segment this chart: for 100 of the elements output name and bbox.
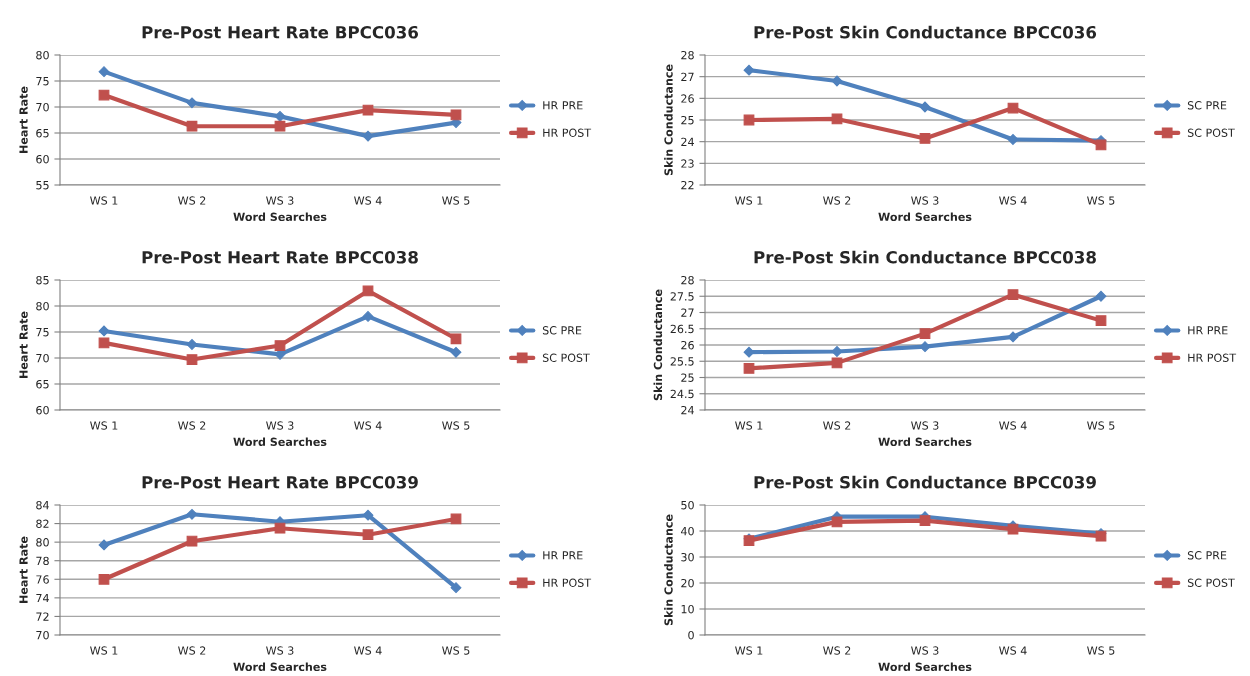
point	[274, 522, 286, 534]
point	[919, 101, 931, 113]
x-tick-label: WS 2	[178, 646, 206, 655]
point	[98, 573, 110, 585]
chart-title: Pre-Post Skin Conductance BPCC038	[754, 250, 1096, 264]
point	[450, 333, 462, 345]
y-axis-title: Heart Rate	[19, 86, 28, 153]
point	[186, 97, 198, 109]
x-tick-label: WS 4	[354, 421, 382, 430]
point	[98, 66, 110, 78]
y-tick-label: 80	[36, 50, 49, 60]
point	[919, 328, 931, 340]
x-tick-label: WS 5	[1087, 421, 1115, 430]
y-tick-label: 60	[36, 154, 49, 164]
point	[186, 354, 198, 365]
y-tick-label: 24.5	[670, 389, 694, 399]
point	[274, 110, 286, 122]
x-tick-label: WS 2	[178, 421, 206, 430]
point	[1007, 331, 1019, 343]
point	[186, 120, 198, 132]
y-axis-title: Heart Rate	[19, 536, 28, 603]
point	[98, 325, 110, 337]
y-tick-label: 74	[36, 593, 49, 603]
x-tick-label: WS 4	[999, 646, 1027, 655]
y-tick-label: 85	[36, 275, 49, 285]
point	[362, 310, 374, 322]
x-tick-label: WS 5	[442, 646, 470, 655]
y-tick-label: 23	[681, 159, 694, 168]
x-tick-label: WS 4	[999, 421, 1027, 430]
chart-title: Pre-Post Heart Rate BPCC036	[142, 25, 419, 39]
legend-label: HR POST	[1188, 353, 1237, 362]
point	[450, 582, 462, 594]
point	[450, 109, 462, 121]
point	[186, 535, 198, 547]
chart-title: Pre-Post Skin Conductance BPCC036	[754, 25, 1097, 39]
y-tick-label: 80	[36, 301, 49, 311]
x-tick-label: WS 5	[1087, 646, 1115, 655]
legend-label: SC POST	[542, 353, 590, 362]
chart-title: Pre-Post Skin Conductance BPCC039	[754, 475, 1096, 489]
y-tick-label: 26.5	[670, 324, 694, 334]
point	[274, 340, 286, 351]
y-tick-label: 75	[36, 328, 49, 337]
chart-title: Pre-Post Heart Rate BPCC039	[142, 475, 418, 489]
point	[362, 130, 374, 142]
point	[919, 133, 931, 144]
y-tick-label: 30	[681, 552, 694, 562]
x-tick-label: WS 1	[735, 196, 763, 205]
y-tick-label: 22	[681, 180, 694, 190]
legend-label: HR PRE	[543, 101, 583, 110]
y-tick-label: 24	[681, 405, 694, 415]
point	[831, 75, 843, 87]
y-tick-label: 28	[681, 275, 694, 285]
y-tick-label: 75	[36, 77, 49, 86]
point	[1095, 290, 1107, 302]
point	[831, 357, 843, 369]
y-axis-title: Skin Conductance	[664, 514, 673, 626]
x-tick-label: WS 4	[354, 196, 382, 205]
x-tick-label: WS 1	[735, 421, 763, 430]
y-axis-title: Skin Conductance	[664, 64, 673, 176]
y-tick-label: 25	[681, 115, 694, 125]
point	[1095, 315, 1107, 327]
y-tick-label: 27	[681, 308, 694, 317]
x-tick-label: WS 5	[1087, 196, 1115, 205]
x-axis-title: Word Searches	[233, 662, 327, 672]
point	[1007, 289, 1019, 301]
y-tick-label: 10	[681, 604, 694, 614]
y-tick-label: 40	[680, 526, 694, 536]
y-tick-label: 26	[681, 94, 694, 103]
chart-title: Pre-Post Heart Rate BPCC038	[142, 250, 418, 264]
x-tick-label: WS 3	[266, 646, 294, 655]
x-tick-label: WS 2	[823, 646, 851, 655]
x-axis-title: Word Searches	[878, 212, 972, 222]
y-tick-label: 26	[681, 340, 694, 350]
point	[743, 64, 755, 76]
legend-label: SC PRE	[1187, 551, 1227, 560]
x-axis-title: Word Searches	[878, 662, 972, 672]
x-tick-label: WS 5	[442, 196, 470, 205]
legend-label: SC POST	[1187, 578, 1235, 587]
y-tick-label: 24	[681, 137, 694, 146]
y-tick-label: 25.5	[670, 357, 694, 366]
y-tick-label: 65	[36, 379, 49, 389]
point	[274, 120, 286, 132]
x-tick-label: WS 1	[735, 646, 763, 655]
x-tick-label: WS 3	[911, 196, 939, 205]
x-axis-title: Word Searches	[878, 437, 972, 447]
y-axis-title: Heart Rate	[19, 311, 28, 378]
x-tick-label: WS 2	[178, 196, 206, 205]
y-tick-label: 80	[36, 538, 49, 547]
legend-label: HR PRE	[543, 551, 583, 560]
x-axis-title: Word Searches	[233, 212, 327, 222]
legend-label: SC POST	[1187, 128, 1235, 137]
x-tick-label: WS 1	[90, 196, 118, 205]
x-tick-label: WS 3	[911, 646, 939, 655]
legend-label: HR POST	[543, 128, 592, 137]
y-tick-label: 27	[681, 72, 694, 81]
x-tick-label: WS 2	[823, 196, 851, 205]
y-tick-label: 72	[36, 612, 49, 621]
legend-label: HR PRE	[1188, 326, 1228, 335]
point	[450, 346, 462, 358]
y-tick-label: 20	[681, 578, 694, 588]
